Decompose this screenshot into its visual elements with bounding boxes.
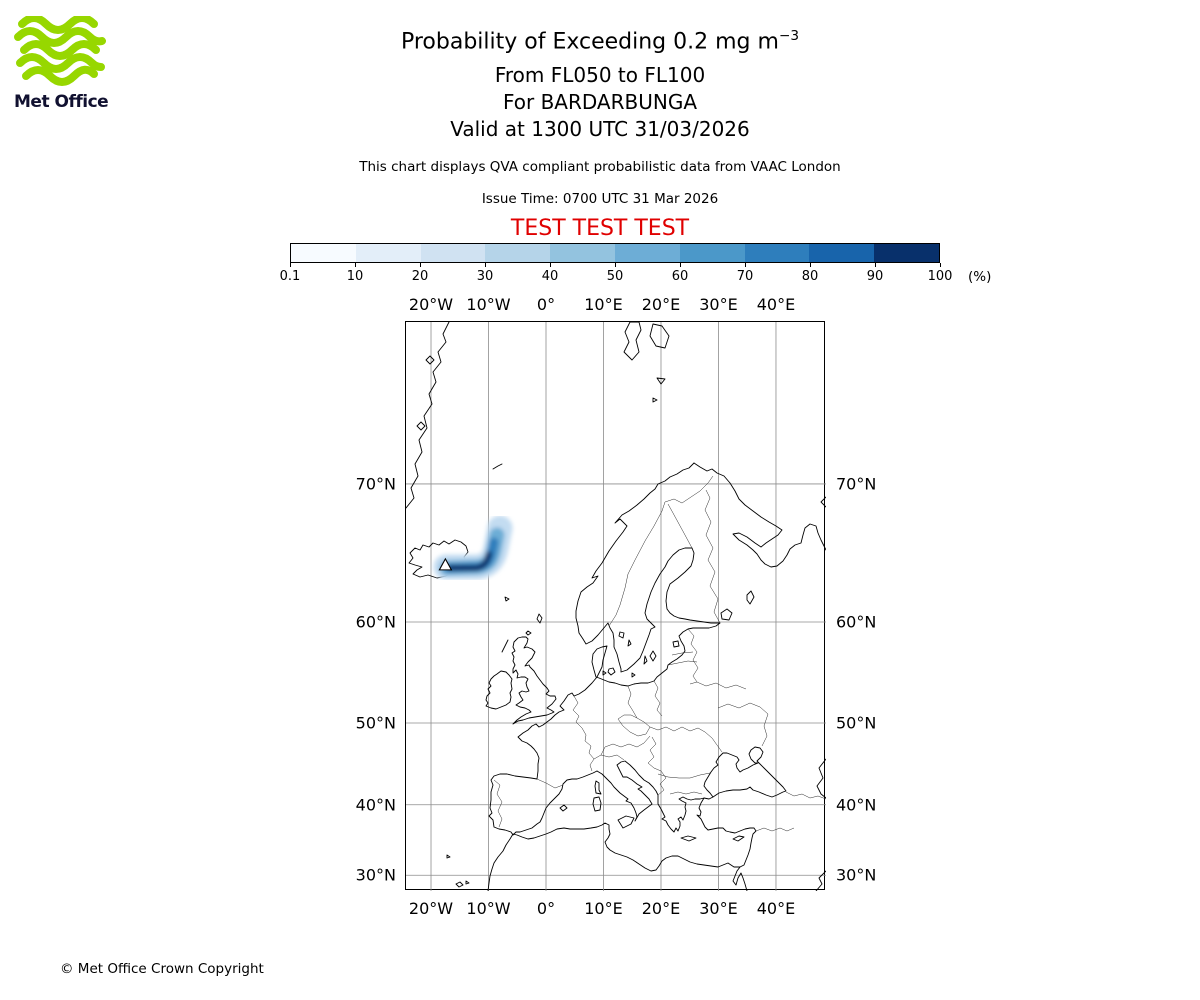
lon-label-top: 0° bbox=[536, 295, 556, 314]
colorbar-segment bbox=[679, 244, 745, 262]
colorbar-segment bbox=[355, 244, 421, 262]
graticule-gridlines bbox=[406, 322, 826, 891]
colorbar-tick-label: 70 bbox=[736, 269, 754, 284]
colorbar-segment bbox=[614, 244, 680, 262]
colorbar-tick-mark bbox=[615, 263, 616, 267]
lon-label-top: 20°E bbox=[641, 295, 681, 314]
map-panel: 20°W 20°W 10°W 10°W 0° 0° 10°E 10°E 20°E 20°E 30°E… bbox=[356, 295, 877, 918]
colorbar-tick-mark bbox=[550, 263, 551, 267]
copyright-notice: © Met Office Crown Copyright bbox=[60, 961, 264, 977]
map-svg bbox=[406, 322, 826, 891]
lat-label-left: 30°N bbox=[355, 865, 396, 885]
colorbar-tick-mark bbox=[680, 263, 681, 267]
met-office-logo-waves bbox=[14, 14, 106, 86]
colorbar-segment bbox=[874, 244, 939, 262]
colorbar-segment bbox=[550, 244, 615, 262]
lat-label-right: 60°N bbox=[836, 612, 877, 632]
colorbar-tick-label: 50 bbox=[606, 269, 624, 284]
title-exponent: −3 bbox=[778, 28, 800, 44]
lon-label-top: 10°W bbox=[466, 295, 511, 314]
lon-label-top: 20°W bbox=[408, 295, 454, 314]
colorbar-segment bbox=[809, 244, 875, 262]
colorbar-segment bbox=[744, 244, 810, 262]
lon-label-bottom: 10°W bbox=[466, 899, 511, 918]
colorbar-tick-mark bbox=[420, 263, 421, 267]
lat-label-right: 50°N bbox=[836, 713, 877, 733]
lon-label-bottom: 20°E bbox=[641, 899, 681, 918]
lon-label-bottom: 20°W bbox=[408, 899, 454, 918]
subtitle-valid-time: Valid at 1300 UTC 31/03/2026 bbox=[450, 117, 750, 141]
country-borders bbox=[493, 475, 826, 832]
lon-label-bottom: 10°E bbox=[584, 899, 623, 918]
lon-label-bottom: 40°E bbox=[756, 899, 796, 918]
colorbar-tick-label: 20 bbox=[411, 269, 429, 284]
lat-label-left: 50°N bbox=[355, 713, 396, 733]
met-office-logo: Met Office bbox=[14, 14, 124, 112]
colorbar-tick-label: 0.1 bbox=[279, 269, 301, 284]
volcano-marker-icon bbox=[438, 557, 453, 571]
lat-label-right: 30°N bbox=[836, 865, 877, 885]
colorbar-segment bbox=[420, 244, 486, 262]
lat-label-right: 70°N bbox=[836, 474, 877, 494]
lon-label-bottom: 30°E bbox=[699, 899, 738, 918]
lat-label-left: 60°N bbox=[355, 612, 396, 632]
lat-label-right: 40°N bbox=[836, 795, 877, 815]
colorbar-tick-label: 10 bbox=[346, 269, 364, 284]
colorbar-tick-mark bbox=[485, 263, 486, 267]
test-banner: TEST TEST TEST bbox=[510, 216, 690, 241]
colorbar-tick-row: 0.1 10 20 30 40 50 60 70 80 90 100 bbox=[280, 263, 952, 285]
lon-label-top: 40°E bbox=[756, 295, 796, 314]
colorbar-tick-label: 100 bbox=[927, 269, 953, 284]
lon-label-bottom: 0° bbox=[536, 899, 556, 918]
met-office-logo-text: Met Office bbox=[14, 92, 109, 112]
chart-description: This chart displays QVA compliant probab… bbox=[359, 159, 841, 175]
lon-label-top: 30°E bbox=[699, 295, 738, 314]
subtitle-flight-levels: From FL050 to FL100 bbox=[494, 63, 706, 87]
colorbar-tick-mark bbox=[810, 263, 811, 267]
ash-plume bbox=[433, 515, 513, 580]
colorbar-tick-label: 80 bbox=[801, 269, 819, 284]
issue-time: Issue Time: 0700 UTC 31 Mar 2026 bbox=[481, 191, 719, 207]
lat-label-left: 40°N bbox=[355, 795, 396, 815]
colorbar-tick-mark bbox=[355, 263, 356, 267]
lon-label-top: 10°E bbox=[584, 295, 623, 314]
colorbar-segment bbox=[485, 244, 551, 262]
lat-label-left: 70°N bbox=[355, 474, 396, 494]
colorbar-tick-label: 40 bbox=[541, 269, 559, 284]
probability-colorbar bbox=[290, 243, 940, 263]
page-title: Probability of Exceeding 0.2 mg m−3 bbox=[0, 28, 1200, 54]
colorbar-tick-mark bbox=[875, 263, 876, 267]
colorbar-tick-mark bbox=[940, 263, 941, 267]
colorbar-tick-mark bbox=[745, 263, 746, 267]
colorbar-tick-label: 90 bbox=[866, 269, 884, 284]
subtitle-volcano: For BARDARBUNGA bbox=[502, 90, 698, 114]
title-main: Probability of Exceeding 0.2 mg m bbox=[400, 29, 779, 55]
colorbar-tick-label: 60 bbox=[671, 269, 689, 284]
colorbar-segment bbox=[291, 244, 356, 262]
coastlines bbox=[406, 322, 826, 891]
colorbar-tick-label: 30 bbox=[476, 269, 494, 284]
colorbar-unit-label: (%) bbox=[968, 269, 992, 285]
colorbar-tick-mark bbox=[290, 263, 291, 267]
